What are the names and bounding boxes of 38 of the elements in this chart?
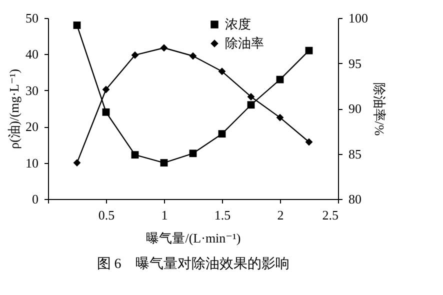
y2-tick-label: 80 <box>348 192 362 206</box>
point <box>102 108 110 116</box>
point <box>189 150 197 158</box>
y2-tick-label: 100 <box>348 10 368 26</box>
point <box>218 130 226 138</box>
y-tick-label: 50 <box>26 10 38 26</box>
y-tick-label: 30 <box>26 82 38 98</box>
point <box>160 159 168 167</box>
y2-axis-title: 除油率/% <box>372 82 387 136</box>
y-tick-label: 40 <box>26 46 38 62</box>
y2-tick-label: 85 <box>348 146 362 162</box>
y-tick-label: 10 <box>26 155 38 170</box>
x-axis-title: 曝气量/(L·min⁻¹) <box>146 230 241 246</box>
point <box>102 86 110 94</box>
x-tick-label: 0.5 <box>98 208 115 222</box>
text: 图 6 曝气量对除油效果的影响 <box>96 256 290 272</box>
legend-label: 浓度 <box>225 16 251 32</box>
y2-tick-label: 95 <box>348 56 362 71</box>
y2-tick-label: 90 <box>348 101 362 116</box>
point <box>189 52 197 60</box>
point <box>218 68 226 76</box>
legend-label: 除油率 <box>225 36 264 50</box>
x-tick-label: 2.5 <box>322 208 338 222</box>
y-tick-label: 0 <box>32 192 38 206</box>
y-tick-label: 20 <box>26 119 38 134</box>
x-tick-label: 1.5 <box>214 208 231 222</box>
point <box>160 44 168 52</box>
point <box>305 46 313 54</box>
point <box>73 22 81 29</box>
x-tick-label: 1 <box>161 208 168 222</box>
point <box>276 114 284 122</box>
point <box>247 101 255 109</box>
point <box>131 151 139 159</box>
point <box>131 51 139 59</box>
point <box>73 159 81 167</box>
y-axis-title: ρ(油)/(mg·L⁻¹) <box>6 68 22 150</box>
point <box>305 138 313 146</box>
x-tick-label: 2 <box>277 208 284 222</box>
